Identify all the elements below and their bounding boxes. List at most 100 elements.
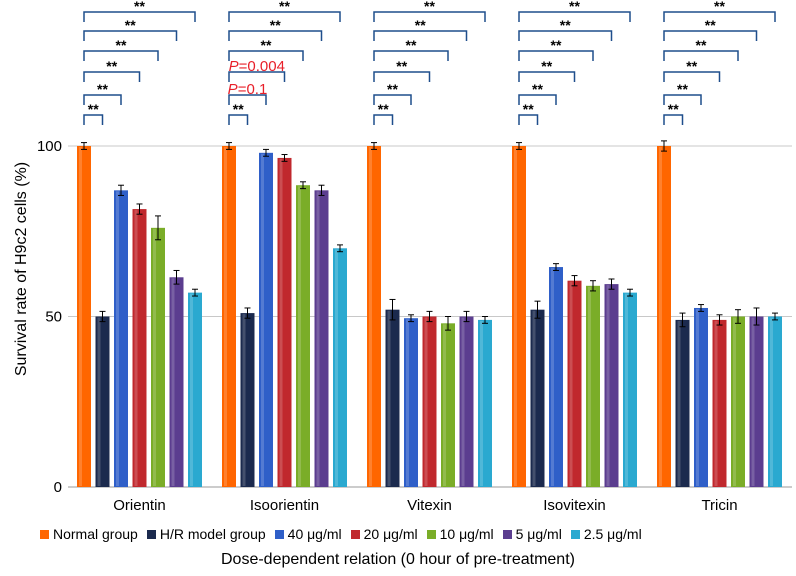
bar-highlight [532, 310, 536, 486]
legend-swatch [570, 529, 580, 539]
bar-highlight [97, 317, 101, 486]
p-value-label: P=0.1 [228, 81, 268, 98]
significance-bracket [518, 71, 576, 82]
bar [277, 157, 292, 487]
bar [731, 316, 745, 487]
bar [259, 152, 273, 487]
significance-brackets: ** ** ** ** ** ** ** P=0.1 P=0.004 ** ** ** ** ** ** **… [83, 0, 776, 125]
bar-highlight [424, 317, 428, 486]
legend-label: 2.5 μg/ml [583, 526, 642, 542]
legend-label: 5 μg/ml [515, 526, 562, 542]
bar [623, 292, 637, 487]
x-tick-label: Vitexin [407, 497, 452, 514]
significance-label: ** [686, 58, 697, 74]
bar-highlight [79, 147, 82, 486]
significance-bracket [663, 71, 721, 82]
significance-label: ** [125, 17, 136, 33]
legend-item: Normal group [40, 526, 138, 542]
significance-label: ** [705, 17, 716, 33]
legend-label: 20 μg/ml [363, 526, 418, 542]
bar [768, 316, 782, 487]
significance-bracket [373, 71, 431, 82]
y-axis-label: Survival rate of H9c2 cells (%) [13, 161, 30, 377]
bar [169, 277, 184, 487]
bar-highlight [770, 317, 773, 486]
bar [549, 267, 563, 487]
bar [712, 319, 727, 487]
bar-highlight [369, 147, 372, 486]
significance-label: ** [106, 58, 117, 74]
bar [151, 227, 165, 487]
bar-highlight [551, 268, 554, 486]
bar-highlight [606, 285, 610, 486]
y-tick-label: 50 [45, 309, 62, 326]
significance-label: ** [270, 17, 281, 33]
significance-bracket [518, 50, 594, 61]
legend-item: 10 μg/ml [426, 526, 494, 542]
legend-item: 2.5 μg/ml [570, 526, 642, 542]
significance-label: ** [714, 0, 725, 14]
bar [404, 318, 418, 487]
bar-highlight [659, 147, 662, 486]
bar [567, 280, 582, 487]
bar-highlight [153, 228, 156, 486]
significance-label: ** [396, 58, 407, 74]
bar [314, 190, 329, 487]
bar [188, 292, 202, 487]
significance-bracket [373, 11, 486, 22]
bar-highlight [335, 249, 338, 486]
bar [478, 319, 492, 487]
significance-bracket [83, 71, 141, 82]
bar-highlight [171, 278, 175, 486]
bar [749, 316, 764, 487]
bar [675, 319, 690, 487]
significance-label: ** [406, 37, 417, 53]
significance-label: ** [116, 37, 127, 53]
bar-highlight [677, 320, 681, 486]
significance-bracket [373, 94, 412, 105]
legend-label: 40 μg/ml [287, 526, 342, 542]
legend-item: H/R model group [146, 526, 266, 542]
significance-bracket [83, 11, 196, 22]
bar [385, 309, 400, 487]
y-tick-label: 0 [54, 479, 62, 496]
bar [530, 309, 545, 487]
significance-bracket [83, 50, 159, 61]
significance-label: ** [279, 0, 290, 14]
bar-highlight [242, 314, 246, 486]
bar-highlight [696, 308, 699, 486]
legend-item: 20 μg/ml [350, 526, 418, 542]
bar [95, 316, 110, 487]
bar-highlight [406, 319, 409, 486]
bar-highlight [569, 281, 573, 486]
x-axis-tick-labels: Orientin Isoorientin Vitexin Isovitexin Tric… [113, 497, 737, 514]
bar [132, 209, 147, 487]
significance-bracket [663, 94, 702, 105]
significance-bracket [228, 50, 304, 61]
x-axis-label: Dose-dependent relation (0 hour of pre-t… [221, 551, 575, 568]
significance-label: ** [88, 101, 99, 117]
bar [333, 248, 347, 487]
legend-swatch [146, 529, 156, 539]
significance-label: ** [677, 81, 688, 97]
significance-label: ** [261, 37, 272, 53]
significance-bracket [663, 30, 758, 41]
bar-highlight [461, 317, 465, 486]
bar [459, 316, 474, 487]
significance-bracket [228, 71, 286, 82]
significance-bracket [518, 114, 539, 125]
bar-highlight [514, 147, 517, 486]
significance-label: ** [668, 101, 679, 117]
bar-highlight [134, 210, 138, 486]
significance-bracket [373, 114, 394, 125]
bar [694, 307, 708, 487]
bar [77, 146, 91, 487]
significance-bracket [228, 94, 267, 105]
legend-swatch [274, 529, 284, 539]
x-tick-label: Orientin [113, 497, 166, 514]
significance-label: ** [415, 17, 426, 33]
bar [441, 323, 455, 487]
bar [367, 146, 381, 487]
significance-label: ** [387, 81, 398, 97]
significance-bracket [83, 94, 122, 105]
